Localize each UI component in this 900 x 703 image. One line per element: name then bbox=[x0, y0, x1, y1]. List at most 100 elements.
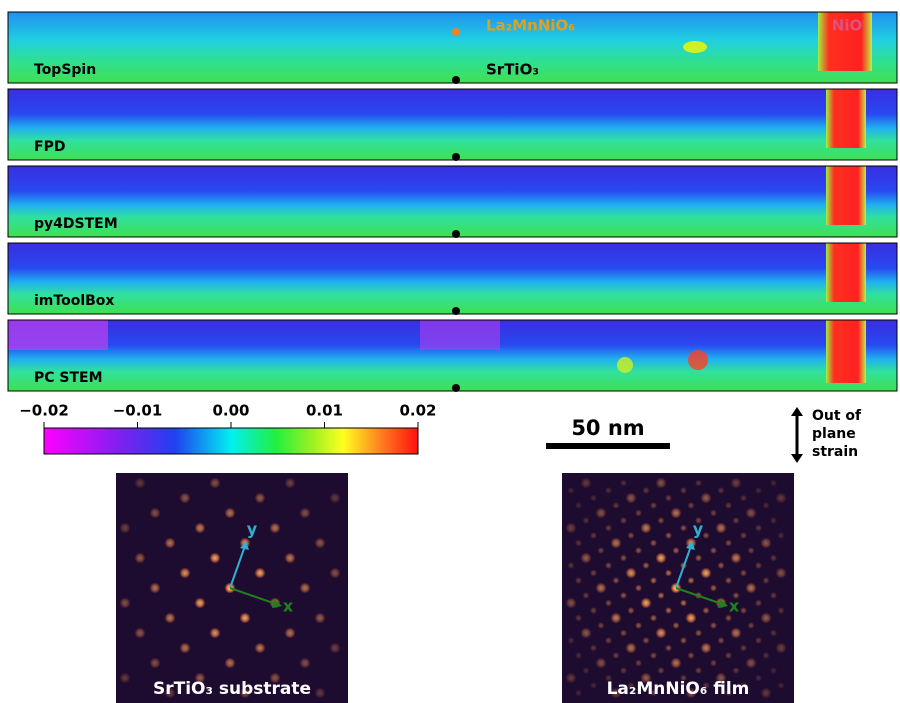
diffraction-spot bbox=[285, 553, 296, 564]
tick-label: 0.00 bbox=[212, 402, 249, 420]
diffraction-spot bbox=[330, 643, 341, 654]
diffraction-spot bbox=[710, 622, 717, 629]
diffraction-spot bbox=[718, 637, 725, 644]
diffraction-spot bbox=[620, 517, 627, 524]
diffraction-spot bbox=[778, 532, 785, 539]
diffraction-spot bbox=[195, 523, 206, 534]
diffraction-spot bbox=[135, 553, 146, 564]
diffraction-spot bbox=[255, 568, 266, 579]
diffraction-spot bbox=[725, 502, 732, 509]
diffraction-spot bbox=[770, 555, 777, 562]
diffraction-spot bbox=[770, 480, 777, 487]
nio-region bbox=[826, 166, 866, 225]
map-background bbox=[8, 89, 897, 160]
diffraction-spot bbox=[255, 643, 266, 654]
diffraction-spot bbox=[300, 658, 311, 669]
diffraction-spot bbox=[575, 502, 582, 509]
diffraction-spot bbox=[703, 532, 710, 539]
diffraction-spot bbox=[686, 613, 697, 624]
diffraction-spot bbox=[688, 577, 695, 584]
y-axis-label: y bbox=[247, 520, 258, 539]
diffraction-spot bbox=[740, 570, 747, 577]
strain-label: plane bbox=[812, 426, 856, 442]
diffraction-spot bbox=[665, 607, 672, 614]
diffraction-spot bbox=[180, 643, 191, 654]
diffraction-spot bbox=[665, 570, 672, 577]
diffraction-spot bbox=[776, 643, 787, 654]
diffraction-spot bbox=[761, 538, 772, 549]
diffraction-spot bbox=[596, 658, 607, 669]
diffraction-spot bbox=[703, 607, 710, 614]
diffraction-spot bbox=[626, 568, 637, 579]
diffraction-spot bbox=[695, 480, 702, 487]
diffraction-spot bbox=[620, 592, 627, 599]
diffraction-spot bbox=[566, 523, 577, 534]
diffraction-spot bbox=[598, 622, 605, 629]
diffraction-spot bbox=[590, 570, 597, 577]
diffraction-spot bbox=[150, 658, 161, 669]
diffraction-spot bbox=[665, 532, 672, 539]
diffraction-spot bbox=[740, 495, 747, 502]
diffraction-spot bbox=[650, 502, 657, 509]
nio-region bbox=[826, 89, 866, 148]
strain-map: FPD bbox=[8, 89, 897, 161]
diffraction-spot bbox=[755, 637, 762, 644]
diffraction-spot bbox=[740, 532, 747, 539]
diffraction-spot bbox=[656, 478, 667, 489]
scale-bar-label: 50 nm bbox=[571, 416, 644, 440]
diffraction-spot bbox=[731, 628, 742, 639]
diffraction-spot bbox=[725, 652, 732, 659]
colorbar bbox=[44, 428, 418, 454]
diffraction-spot bbox=[628, 532, 635, 539]
diffraction-spot bbox=[665, 645, 672, 652]
diffraction-spot bbox=[650, 652, 657, 659]
map-region bbox=[8, 320, 108, 350]
diffraction-spot bbox=[330, 493, 341, 504]
diffraction-spot bbox=[755, 562, 762, 569]
diffraction-spot bbox=[650, 577, 657, 584]
map-region bbox=[617, 357, 633, 373]
diffraction-spot bbox=[598, 547, 605, 554]
diffraction-spot bbox=[761, 613, 772, 624]
diffraction-spot bbox=[315, 613, 326, 624]
diffraction-spot bbox=[740, 645, 747, 652]
strain-map: imToolBox bbox=[8, 243, 897, 315]
tick-label: 0.01 bbox=[306, 402, 343, 420]
diffraction-spot bbox=[225, 508, 236, 519]
diffraction-spot bbox=[710, 510, 717, 517]
diffraction-spot bbox=[315, 538, 326, 549]
nio-region bbox=[826, 243, 866, 302]
diffraction-spot bbox=[575, 615, 582, 622]
diffraction-spot bbox=[635, 622, 642, 629]
diffraction-spot bbox=[701, 643, 712, 654]
diffraction-spot bbox=[628, 607, 635, 614]
diffraction-spot bbox=[635, 585, 642, 592]
substrate-label: SrTiO₃ bbox=[486, 61, 539, 79]
strain-arrow bbox=[791, 407, 803, 463]
nio-region bbox=[826, 320, 866, 383]
panel-label: FPD bbox=[34, 139, 65, 155]
diffraction-spot bbox=[613, 577, 620, 584]
diffraction-spot bbox=[626, 493, 637, 504]
diffraction-spot bbox=[746, 583, 757, 594]
diffraction-spot bbox=[605, 562, 612, 569]
diffraction-spot bbox=[620, 555, 627, 562]
diffraction-spot bbox=[776, 568, 787, 579]
diffraction-spot bbox=[120, 673, 131, 684]
diffraction-spot bbox=[641, 523, 652, 534]
panel-label: imToolBox bbox=[34, 293, 114, 309]
diffraction-spot bbox=[770, 630, 777, 637]
diffraction-spot bbox=[300, 583, 311, 594]
diffraction-spot bbox=[568, 562, 575, 569]
strain-map: py4DSTEM bbox=[8, 166, 897, 238]
diffraction-spot bbox=[680, 637, 687, 644]
diffraction-spot bbox=[755, 525, 762, 532]
diffraction-spot bbox=[590, 495, 597, 502]
diffraction-spot bbox=[626, 643, 637, 654]
map-background bbox=[8, 243, 897, 314]
diffraction-spot bbox=[225, 658, 236, 669]
diffraction-spot bbox=[120, 523, 131, 534]
diffraction-spot bbox=[761, 688, 772, 699]
diffraction-spot bbox=[195, 598, 206, 609]
